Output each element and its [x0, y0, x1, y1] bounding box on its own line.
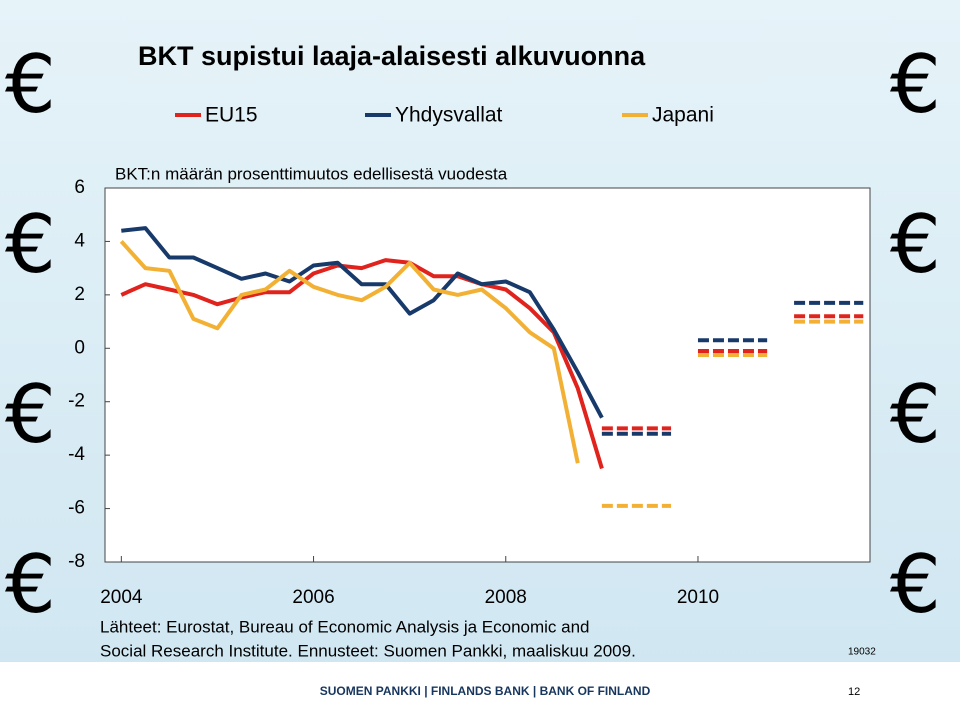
y-tick-label: 4	[74, 230, 85, 251]
legend-label: Japani	[652, 104, 714, 127]
footer: SUOMEN PANKKI | FINLANDS BANK | BANK OF …	[320, 684, 651, 698]
chart-code: 19032	[848, 647, 876, 658]
euro-pattern: € € € € € € € €	[5, 38, 941, 631]
source-line: Lähteet: Eurostat, Bureau of Economic An…	[100, 617, 590, 636]
svg-text:€: €	[890, 368, 941, 461]
legend-label: EU15	[205, 104, 258, 127]
svg-text:€: €	[890, 198, 941, 291]
svg-text:€: €	[5, 38, 56, 131]
svg-text:€: €	[890, 38, 941, 131]
svg-text:€: €	[890, 538, 941, 631]
series-line	[120, 258, 604, 470]
x-tick-label: 2010	[677, 587, 719, 608]
series-line	[119, 240, 580, 464]
svg-text:€: €	[5, 198, 56, 291]
x-tick-label: 2008	[485, 587, 527, 608]
y-tick-label: 6	[74, 177, 85, 198]
svg-text:€: €	[5, 538, 56, 631]
subtitle: BKT:n määrän prosenttimuutos edellisestä…	[115, 164, 508, 183]
source-line: Social Research Institute. Ennusteet: Su…	[100, 641, 636, 660]
series-line	[121, 226, 604, 419]
y-tick-label: -8	[68, 551, 85, 572]
x-tick-label: 2004	[100, 587, 143, 608]
y-tick-label: -2	[68, 391, 85, 412]
y-tick-label: 0	[74, 337, 85, 358]
footer-band	[0, 662, 960, 701]
y-tick-label: 2	[74, 284, 85, 305]
x-tick-label: 2006	[292, 587, 334, 608]
y-tick-label: -4	[68, 444, 85, 465]
legend-label: Yhdysvallat	[395, 104, 503, 127]
y-tick-label: -6	[68, 498, 85, 519]
plot-area	[104, 187, 871, 563]
svg-text:€: €	[5, 368, 56, 461]
page-number: 12	[848, 686, 860, 698]
chart-title: BKT supistui laaja-alaisesti alkuvuonna	[138, 41, 646, 71]
